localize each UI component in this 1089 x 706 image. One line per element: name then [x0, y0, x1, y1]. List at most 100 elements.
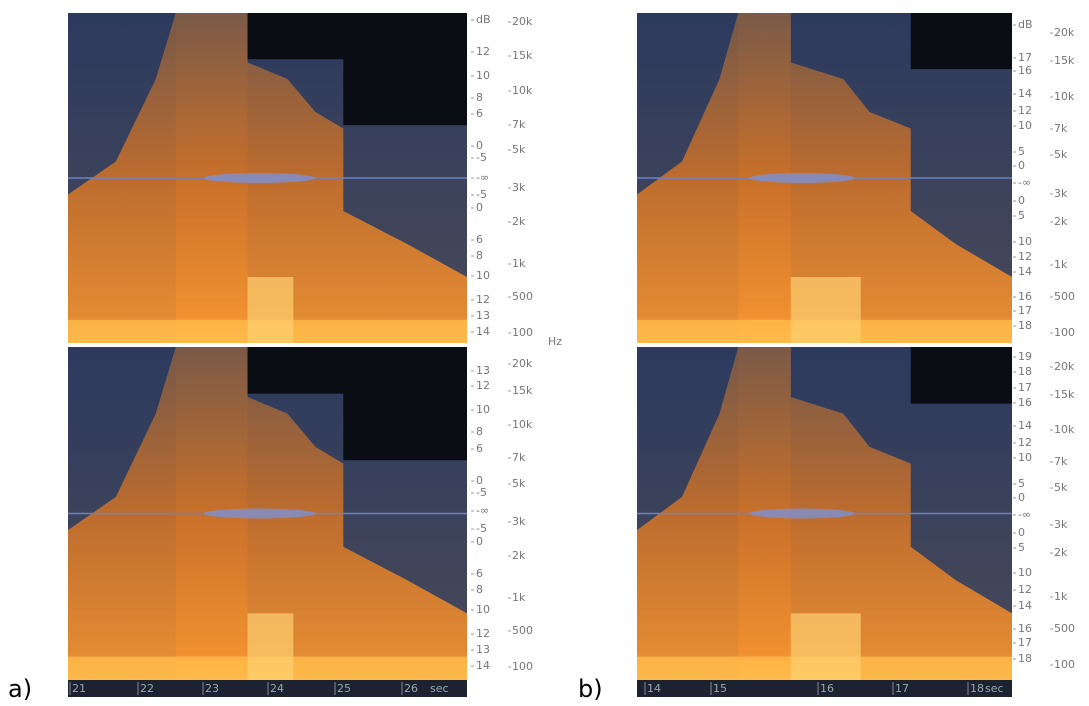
db-label: 13	[476, 364, 490, 377]
db-label: 10	[1018, 566, 1032, 579]
db-label: 14	[1018, 265, 1032, 278]
db-label: 12	[1018, 436, 1032, 449]
time-label: 17	[895, 682, 909, 695]
db-label: 10	[1018, 451, 1032, 464]
hz-label: 20k	[1054, 26, 1075, 39]
scale-bg	[1012, 347, 1089, 680]
time-unit: sec	[985, 682, 1004, 695]
hz-label: 100	[1054, 326, 1075, 339]
db-label: dB	[476, 13, 491, 26]
time-label: 16	[820, 682, 834, 695]
phase-blob	[203, 173, 316, 183]
time-label: 24	[270, 682, 284, 695]
phase-blob	[749, 508, 855, 519]
time-label: 21	[72, 682, 86, 695]
hz-label: 10k	[512, 84, 533, 97]
time-label: 18	[970, 682, 984, 695]
hz-label: 5k	[512, 477, 526, 490]
hz-label: 20k	[1054, 360, 1075, 373]
db-label: 10	[476, 69, 490, 82]
scale-bg	[1012, 13, 1089, 343]
db-label: 8	[476, 249, 483, 262]
db-label: 10	[1018, 235, 1032, 248]
onset-band	[790, 613, 861, 680]
db-label: 10	[1018, 119, 1032, 132]
hz-label: 3k	[512, 515, 526, 528]
hz-label: 3k	[1054, 187, 1068, 200]
db-label: 5	[1018, 477, 1025, 490]
silence	[910, 13, 1012, 70]
hz-label: 1k	[1054, 590, 1068, 603]
db-label: -5	[476, 522, 487, 535]
db-label: 13	[476, 643, 490, 656]
spectrogram	[637, 347, 1012, 680]
db-label: 18	[1018, 652, 1032, 665]
hz-label: 2k	[1054, 546, 1068, 559]
db-label: 12	[476, 627, 490, 640]
hz-unit: Hz	[548, 335, 562, 348]
db-label: -∞	[476, 171, 489, 184]
db-label: 0	[476, 139, 483, 152]
db-label: 16	[1018, 396, 1032, 409]
db-label: 0	[1018, 526, 1025, 539]
db-label: 8	[476, 91, 483, 104]
db-label: 12	[1018, 250, 1032, 263]
db-label: 12	[1018, 104, 1032, 117]
time-label: 23	[205, 682, 219, 695]
db-label: -5	[476, 188, 487, 201]
hz-label: 1k	[512, 257, 526, 270]
hz-label: 3k	[1054, 518, 1068, 531]
hz-label: 7k	[1054, 122, 1068, 135]
onset-band	[790, 277, 861, 343]
db-label: 5	[1018, 541, 1025, 554]
hz-label: 10k	[512, 418, 533, 431]
hz-label: 2k	[512, 215, 526, 228]
hz-label: 500	[1054, 290, 1075, 303]
db-label: 10	[476, 403, 490, 416]
db-label: 6	[476, 442, 483, 455]
db-label: 0	[1018, 491, 1025, 504]
hz-label: 20k	[512, 15, 533, 28]
db-label: 12	[1018, 583, 1032, 596]
hz-label: 10k	[1054, 423, 1075, 436]
db-label: -∞	[476, 504, 489, 517]
db-label: 13	[476, 309, 490, 322]
phase-blob	[749, 173, 855, 183]
db-label: 8	[476, 583, 483, 596]
hz-label: 500	[512, 624, 533, 637]
db-label: 14	[1018, 419, 1032, 432]
time-label: 22	[140, 682, 154, 695]
time-label: 25	[337, 682, 351, 695]
db-label: 6	[476, 107, 483, 120]
hz-label: 5k	[1054, 148, 1068, 161]
hz-label: 10k	[1054, 90, 1075, 103]
db-label: 5	[1018, 145, 1025, 158]
db-label: 10	[476, 603, 490, 616]
time-label: 15	[713, 682, 727, 695]
db-label: 0	[1018, 194, 1025, 207]
scale-bg	[467, 347, 560, 680]
db-label: 5	[1018, 209, 1025, 222]
db-label: 12	[476, 45, 490, 58]
db-label: 12	[476, 293, 490, 306]
db-label: 6	[476, 567, 483, 580]
db-label: 0	[476, 474, 483, 487]
hz-label: 7k	[1054, 455, 1068, 468]
hz-label: 2k	[512, 549, 526, 562]
db-label: 14	[476, 659, 490, 672]
db-label: 17	[1018, 304, 1032, 317]
phase-blob	[203, 508, 316, 519]
hz-label: 500	[1054, 622, 1075, 635]
onset-band	[247, 613, 294, 680]
db-label: 19	[1018, 350, 1032, 363]
db-label: 0	[1018, 159, 1025, 172]
db-label: 14	[476, 325, 490, 338]
db-label: -∞	[1018, 508, 1031, 521]
db-label: 17	[1018, 381, 1032, 394]
db-label: 0	[476, 201, 483, 214]
hz-label: 15k	[1054, 388, 1075, 401]
hz-label: 100	[1054, 658, 1075, 671]
db-label: 6	[476, 233, 483, 246]
hz-label: 2k	[1054, 215, 1068, 228]
